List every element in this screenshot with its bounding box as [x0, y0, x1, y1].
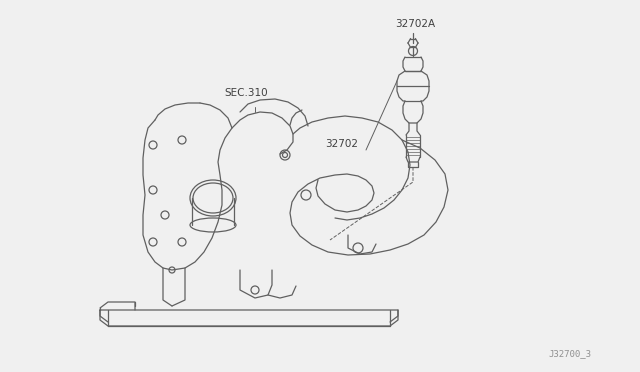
Text: 32702: 32702	[325, 139, 358, 149]
Text: SEC.310: SEC.310	[224, 88, 268, 98]
Text: 32702A: 32702A	[395, 19, 435, 29]
Text: J32700_3: J32700_3	[548, 349, 591, 358]
